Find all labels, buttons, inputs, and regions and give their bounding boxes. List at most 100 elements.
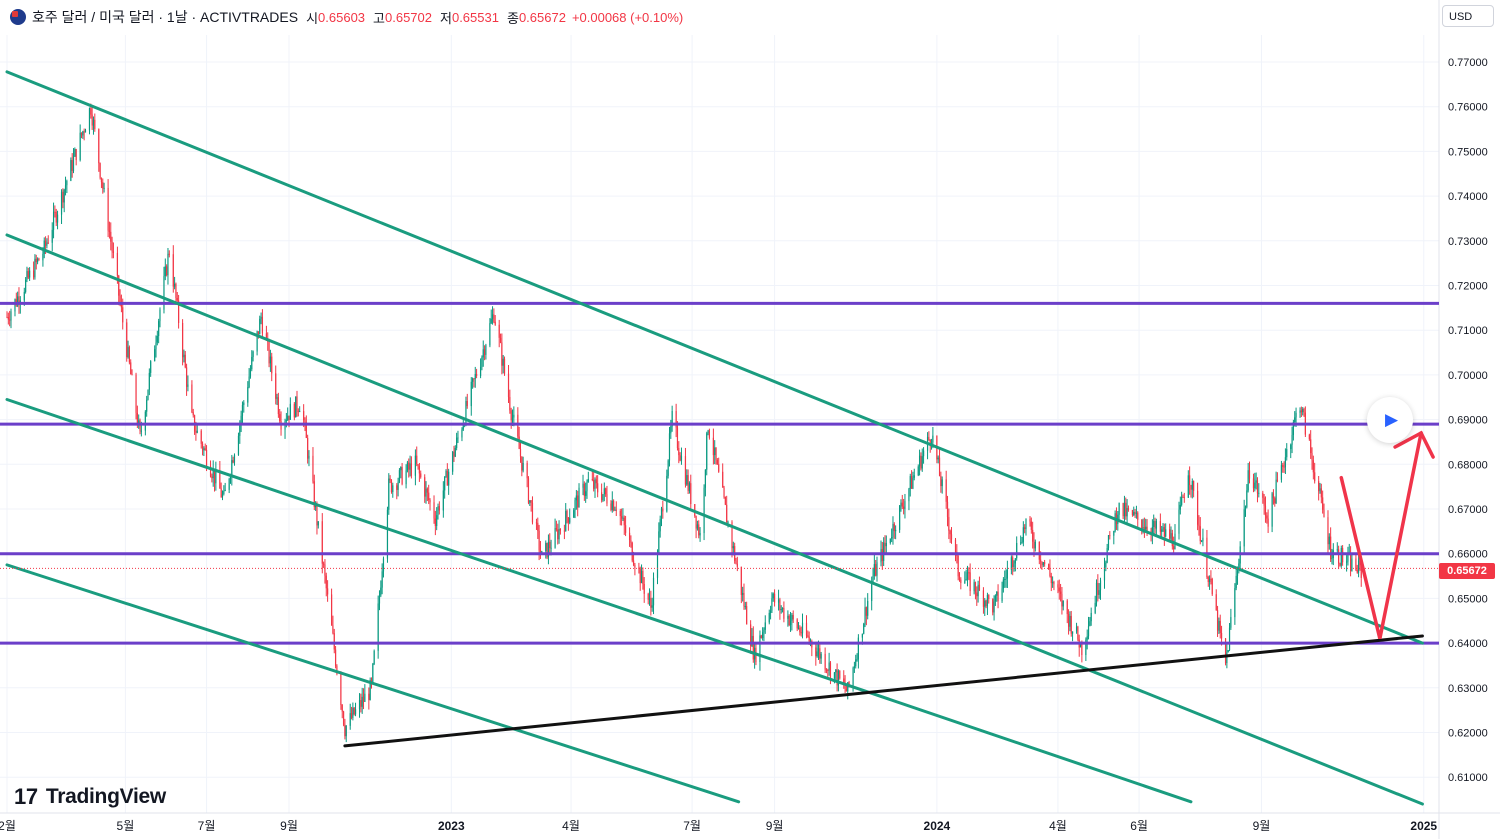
candle-body	[494, 321, 496, 325]
candle-body	[1201, 541, 1203, 543]
candle-body	[1098, 590, 1100, 595]
candle-body	[631, 542, 633, 561]
candle-body	[1266, 515, 1268, 519]
candle-body	[752, 635, 754, 660]
candle-body	[243, 402, 245, 405]
play-button[interactable]: ▶	[1367, 397, 1413, 443]
candle-body	[144, 411, 146, 431]
candle-body	[7, 316, 9, 320]
candle-body	[1190, 485, 1192, 490]
candle-body	[1220, 633, 1223, 639]
candle-body	[33, 270, 35, 278]
candle-body	[535, 522, 538, 524]
candle-body	[538, 530, 540, 551]
candle-body	[1178, 509, 1180, 534]
candle-body	[240, 415, 242, 424]
currency-button[interactable]: USD	[1442, 5, 1494, 27]
candle-body	[976, 592, 978, 597]
candle-body	[1319, 488, 1321, 492]
candle-body	[1189, 475, 1191, 486]
candle-body	[808, 636, 810, 642]
candle-body	[541, 551, 543, 554]
candle-body	[844, 682, 846, 689]
candle-body	[853, 666, 855, 669]
low-value: 0.65531	[451, 9, 499, 25]
candle-body	[336, 665, 338, 674]
candle-body	[167, 253, 169, 276]
candle-body	[1155, 521, 1157, 529]
candle-body	[408, 462, 410, 470]
candle-body	[456, 437, 458, 448]
candle-body	[99, 163, 101, 178]
candle-body	[835, 669, 837, 673]
candle-body	[659, 519, 661, 532]
candle-body	[296, 396, 298, 411]
candle-body	[1274, 498, 1276, 504]
candle-body	[406, 462, 409, 471]
candle-body	[666, 475, 668, 512]
candle-body	[426, 488, 428, 493]
candle-body	[276, 397, 278, 399]
candle-body	[295, 396, 297, 418]
candle-body	[503, 358, 506, 374]
candle-body	[279, 414, 281, 421]
candle-body	[602, 494, 604, 501]
candle-body	[836, 669, 838, 686]
candle-body	[954, 539, 957, 553]
symbol-title[interactable]: 호주 달러 / 미국 달러 · 1날 · ACTIVTRADES	[32, 9, 299, 25]
candle-body	[591, 478, 593, 480]
candle-body	[583, 483, 585, 496]
candle-body	[293, 403, 295, 418]
candle-body	[623, 517, 625, 526]
candle-body	[1001, 588, 1003, 602]
candle-body	[175, 283, 177, 298]
candle-body	[377, 603, 379, 651]
x-tick-label: 4월	[562, 819, 580, 833]
candle-body	[1243, 509, 1245, 547]
candle-body	[465, 401, 467, 425]
candle-body	[1154, 521, 1156, 529]
candle-body	[522, 462, 524, 471]
candle-body	[483, 349, 486, 355]
candle-body	[405, 470, 407, 485]
candle-body	[380, 587, 382, 596]
candle-body	[172, 254, 174, 287]
candle-body	[968, 572, 970, 574]
y-tick-label: 0.73000	[1448, 236, 1488, 248]
candle-body	[502, 358, 504, 366]
candle-body	[573, 510, 575, 518]
candle-body	[796, 619, 798, 629]
candle-body	[687, 475, 689, 491]
candle-body	[1263, 497, 1265, 506]
candle-body	[1137, 512, 1139, 520]
candle-body	[370, 680, 373, 683]
candle-body	[647, 593, 649, 600]
candle-body	[1327, 517, 1329, 545]
candle-body	[750, 624, 752, 647]
candle-body	[611, 500, 613, 510]
candle-body	[342, 711, 345, 725]
close-value: 0.65672	[518, 9, 566, 25]
candle-body	[824, 653, 826, 670]
y-tick-label: 0.63000	[1448, 683, 1488, 695]
candle-body	[595, 479, 597, 484]
candle-body	[398, 470, 401, 482]
candle-body	[83, 131, 85, 133]
candle-body	[51, 229, 53, 243]
candle-body	[1126, 508, 1128, 517]
candle-body	[221, 494, 224, 498]
candle-body	[1029, 519, 1031, 522]
candle-body	[1014, 558, 1016, 564]
candle-body	[714, 447, 716, 456]
candle-body	[358, 700, 361, 710]
candle-body	[305, 422, 307, 438]
candle-body	[1244, 507, 1247, 510]
candle-body	[546, 542, 548, 558]
candle-body	[799, 627, 801, 633]
candle-body	[1290, 444, 1292, 450]
candle-body	[396, 485, 398, 490]
open-value: 0.65603	[318, 9, 366, 25]
candle-body	[71, 160, 73, 171]
